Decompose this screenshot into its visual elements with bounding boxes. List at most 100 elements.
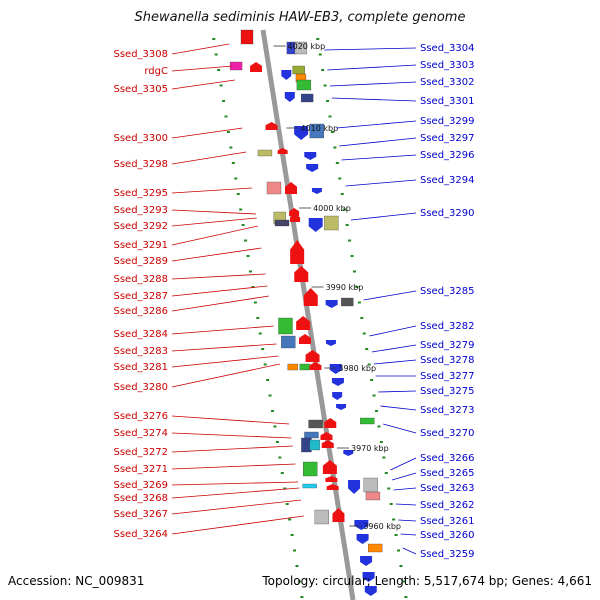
kbp-label: 3990 kbp	[326, 283, 364, 292]
right-leader-line	[363, 290, 417, 301]
gene-arrow-forward	[296, 316, 311, 330]
gene-box	[299, 363, 310, 371]
tick-mark	[271, 410, 274, 412]
right-leader-line	[391, 472, 417, 481]
tick-mark	[352, 270, 356, 273]
left-gene-label: Ssed_3287	[113, 291, 168, 302]
tick-mark	[340, 193, 344, 195]
right-leader-line	[336, 120, 417, 129]
tick-mark	[239, 208, 243, 211]
gene-arrow-forward	[320, 432, 333, 440]
left-leader-line	[171, 209, 257, 215]
gene-arrow-forward	[277, 148, 288, 154]
right-leader-line	[345, 179, 417, 187]
tick-mark	[266, 379, 270, 381]
tick-mark	[355, 286, 359, 288]
tick-mark	[372, 394, 376, 397]
gene-box	[303, 461, 318, 477]
right-gene-label: Ssed_3275	[420, 386, 475, 397]
left-gene-label: Ssed_3281	[113, 362, 168, 373]
gene-arrow-reverse	[306, 164, 319, 172]
tick-mark	[389, 503, 393, 505]
tick-mark	[335, 162, 339, 164]
tick-mark	[222, 100, 226, 102]
right-leader-line	[400, 533, 417, 536]
right-gene-label: Ssed_3301	[420, 96, 475, 107]
right-leader-line	[369, 325, 417, 337]
gene-arrow-forward	[303, 288, 318, 306]
left-gene-label: Ssed_3268	[113, 493, 168, 504]
right-leader-line	[339, 137, 417, 147]
gene-arrow-forward	[250, 62, 263, 72]
gene-box	[296, 79, 312, 91]
tick-mark	[241, 224, 245, 226]
gene-arrow-forward	[309, 362, 322, 370]
right-leader-line	[380, 405, 417, 411]
tick-mark	[399, 565, 403, 567]
gene-arrow-reverse	[336, 404, 347, 410]
right-gene-label: Ssed_3263	[420, 483, 475, 494]
gene-arrow-reverse	[343, 450, 354, 456]
left-gene-label: Ssed_3308	[113, 49, 168, 60]
gene-box	[308, 419, 323, 429]
gene-arrow-reverse	[311, 188, 322, 194]
kbp-label: 4020 kbp	[288, 42, 326, 51]
tick-mark	[268, 394, 272, 397]
tick-mark	[212, 38, 216, 40]
right-leader-line	[341, 154, 417, 161]
gene-arrow-forward	[332, 508, 345, 522]
tick-mark	[401, 580, 405, 583]
tick-mark	[318, 53, 322, 56]
right-leader-line	[402, 547, 417, 555]
gene-box	[294, 41, 308, 55]
tick-mark	[293, 549, 297, 552]
left-gene-label: Ssed_3284	[113, 329, 168, 340]
topology-text: Topology: circular; Length: 5,517,674 bp…	[262, 574, 592, 588]
left-gene-label: Ssed_3295	[113, 188, 168, 199]
right-leader-line	[395, 503, 417, 506]
tick-mark	[263, 363, 267, 366]
left-leader-line	[171, 363, 280, 388]
left-leader-line	[171, 325, 274, 335]
left-gene-label: Ssed_3286	[113, 306, 168, 317]
gene-arrow-reverse	[329, 364, 342, 374]
gene-box	[300, 93, 314, 103]
tick-mark	[217, 69, 221, 71]
gene-box	[266, 181, 282, 195]
tick-mark	[379, 441, 383, 443]
gene-box	[281, 335, 296, 349]
left-gene-label: Ssed_3267	[113, 509, 168, 520]
left-gene-label: Ssed_3293	[113, 205, 168, 216]
tick-mark	[365, 348, 369, 350]
gene-box	[274, 219, 290, 227]
left-leader-line	[171, 463, 296, 470]
tick-mark	[290, 534, 294, 536]
tick-mark	[273, 425, 277, 428]
gene-arrow-forward	[299, 334, 311, 344]
gene-arrow-forward	[326, 484, 339, 490]
gene-box	[365, 491, 381, 501]
tick-mark	[229, 146, 233, 149]
left-leader-line	[171, 415, 290, 425]
right-leader-line	[329, 81, 417, 87]
accession-text: Accession: NC_009831	[8, 574, 145, 588]
gene-arrow-reverse	[354, 520, 369, 530]
right-leader-line	[331, 97, 417, 102]
right-leader-line	[324, 47, 417, 51]
tick-mark	[362, 332, 366, 335]
tick-mark	[326, 100, 330, 102]
left-leader-line	[171, 187, 252, 194]
gene-arrow-reverse	[281, 70, 292, 80]
gene-box	[292, 65, 305, 75]
right-gene-label: Ssed_3259	[420, 549, 475, 560]
tick-mark	[300, 596, 304, 598]
tick-mark	[246, 255, 250, 257]
right-leader-line	[390, 457, 417, 471]
right-gene-label: Ssed_3262	[420, 500, 475, 511]
right-gene-label: Ssed_3294	[420, 175, 475, 186]
tick-mark	[343, 208, 347, 211]
gene-arrow-forward	[325, 476, 338, 482]
left-leader-line	[171, 343, 277, 352]
gene-arrow-reverse	[331, 378, 344, 386]
